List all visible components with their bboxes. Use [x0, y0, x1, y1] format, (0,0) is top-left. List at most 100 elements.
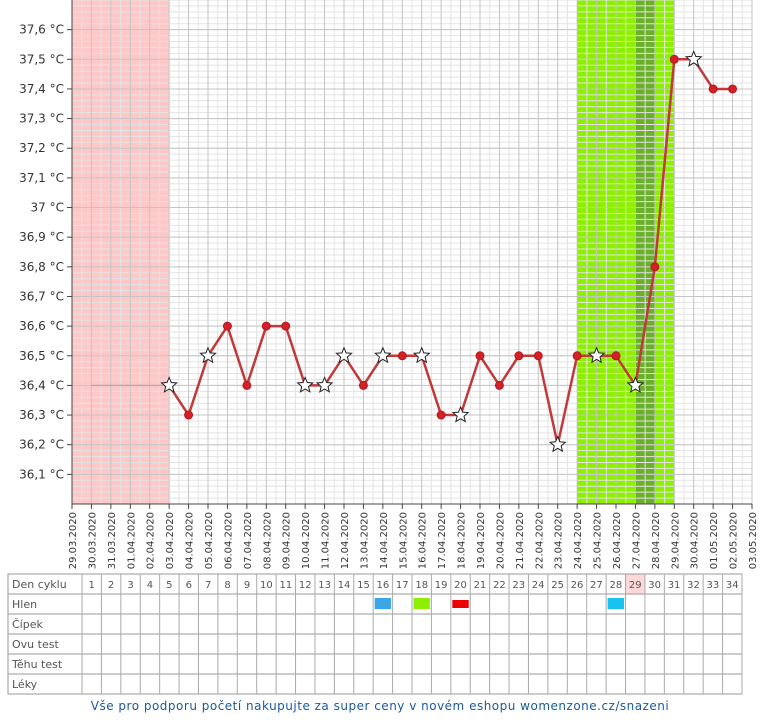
temperature-point: [533, 351, 543, 361]
cycle-day-number: 3: [127, 580, 133, 591]
temperature-point-star: [374, 346, 392, 364]
cycle-day-number: 34: [726, 580, 739, 591]
x-tick-label: 27.04.2020: [631, 512, 642, 569]
temperature-point: [514, 351, 524, 361]
bbt-chart: 36,1 °C 36,2 °C 36,3 °C 36,4 °C 36,5 °C 36,6 …: [7, 0, 759, 695]
cycle-day-number: 14: [338, 580, 351, 591]
x-tick-label: 03.04.2020: [165, 512, 176, 569]
y-tick-label: 36,4 °C: [19, 378, 64, 392]
cycle-day-number: 8: [224, 580, 230, 591]
cycle-day-number: 26: [571, 580, 584, 591]
temperature-point-star: [335, 346, 353, 364]
temperature-point: [358, 380, 368, 390]
cycle-table-row-label: Hlen: [12, 598, 37, 611]
x-tick-label: 22.04.2020: [534, 512, 545, 569]
x-tick-label: 24.04.2020: [573, 512, 584, 569]
temperature-point-star: [626, 376, 645, 393]
cycle-day-number: 11: [279, 580, 292, 591]
temperature-point: [572, 351, 582, 361]
mucus-marker: [452, 600, 469, 608]
promo-footer-link[interactable]: Vše pro podporu početí nakupujte za supe…: [90, 699, 670, 713]
x-tick-label: 07.04.2020: [243, 512, 254, 569]
cycle-day-number: 2: [108, 580, 114, 591]
temperature-point-star: [315, 376, 334, 393]
cycle-day-number: 32: [687, 580, 700, 591]
cycle-day-number: 7: [205, 580, 211, 591]
temperature-point: [397, 351, 407, 361]
x-tick-label: 05.04.2020: [204, 512, 215, 569]
y-tick-label: 36,7 °C: [19, 289, 64, 303]
cycle-day-number: 20: [454, 580, 467, 591]
temperature-point: [261, 321, 271, 331]
x-tick-label: 12.04.2020: [340, 512, 351, 569]
y-tick-label: 37,1 °C: [19, 171, 64, 185]
x-tick-label: 23.04.2020: [554, 512, 565, 569]
mucus-marker: [374, 598, 392, 609]
cycle-day-number: 6: [186, 580, 192, 591]
x-tick-label: 25.04.2020: [593, 512, 604, 569]
y-tick-label: 37,4 °C: [19, 82, 64, 96]
x-tick-label: 17.04.2020: [437, 512, 448, 569]
cycle-day-number: 16: [377, 580, 390, 591]
cycle-day-number: 17: [396, 580, 409, 591]
y-tick-label: 36,9 °C: [19, 230, 64, 244]
x-tick-label: 09.04.2020: [282, 512, 293, 569]
temperature-point: [728, 84, 738, 94]
temperature-point: [242, 380, 252, 390]
cycle-day-number: 21: [474, 580, 487, 591]
y-tick-label: 36,2 °C: [19, 438, 64, 452]
temperature-series-line: [168, 58, 733, 446]
x-tick-label: 06.04.2020: [223, 512, 234, 569]
cycle-day-number: 9: [244, 580, 250, 591]
cycle-day-number: 33: [707, 580, 720, 591]
temperature-point-star: [199, 346, 217, 364]
mucus-marker: [607, 598, 625, 609]
temperature-point-star: [587, 346, 606, 364]
temperature-point: [669, 54, 679, 64]
cycle-day-number: 24: [532, 580, 545, 591]
x-tick-label: 04.04.2020: [185, 512, 196, 569]
x-tick-label: 16.04.2020: [418, 512, 429, 569]
temperature-point: [708, 84, 718, 94]
cycle-day-number: 10: [260, 580, 273, 591]
cycle-day-number: 15: [357, 580, 370, 591]
x-tick-label: 10.04.2020: [301, 512, 312, 569]
temperature-point-star: [548, 435, 567, 453]
temperature-point: [475, 351, 485, 361]
y-tick-label: 36,6 °C: [19, 319, 64, 333]
cycle-day-number: 22: [493, 580, 506, 591]
cycle-day-number: 28: [609, 580, 622, 591]
y-tick-label: 36,1 °C: [19, 467, 64, 481]
temperature-point-star: [412, 346, 431, 364]
x-tick-label: 19.04.2020: [476, 512, 487, 569]
temperature-point-star: [684, 49, 703, 67]
cycle-day-number: 19: [435, 580, 448, 591]
cycle-day-number: 27: [590, 580, 603, 591]
cycle-day-number: 13: [318, 580, 331, 591]
cycle-table-row-label: Čípek: [12, 618, 43, 631]
y-tick-label: 37,5 °C: [19, 52, 64, 66]
temperature-point: [281, 321, 291, 331]
temperature-point: [494, 380, 504, 390]
cycle-day-highlight: [625, 574, 645, 594]
x-tick-label: 29.03.2020: [68, 512, 79, 569]
x-tick-label: 01.05.2020: [709, 512, 720, 569]
x-tick-label: 03.05.2020: [748, 512, 759, 569]
x-tick-label: 02.04.2020: [146, 512, 157, 569]
cycle-day-number: 5: [166, 580, 172, 591]
cycle-day-number: 1: [89, 580, 95, 591]
cycle-table-row-label: Ovu test: [12, 638, 59, 651]
x-tick-label: 30.04.2020: [690, 512, 701, 569]
cycle-day-number: 30: [648, 580, 661, 591]
y-tick-label: 37 °C: [31, 201, 64, 215]
x-tick-label: 21.04.2020: [515, 512, 526, 569]
x-tick-label: 30.03.2020: [87, 512, 98, 569]
x-tick-label: 15.04.2020: [398, 512, 409, 569]
temperature-point-star: [296, 376, 314, 393]
temperature-point: [184, 410, 194, 420]
temperature-point: [436, 410, 446, 420]
y-tick-label: 37,2 °C: [19, 141, 64, 155]
temperature-point: [222, 321, 232, 331]
x-tick-label: 28.04.2020: [651, 512, 662, 569]
cycle-table-row-label: Den cyklu: [12, 578, 67, 591]
